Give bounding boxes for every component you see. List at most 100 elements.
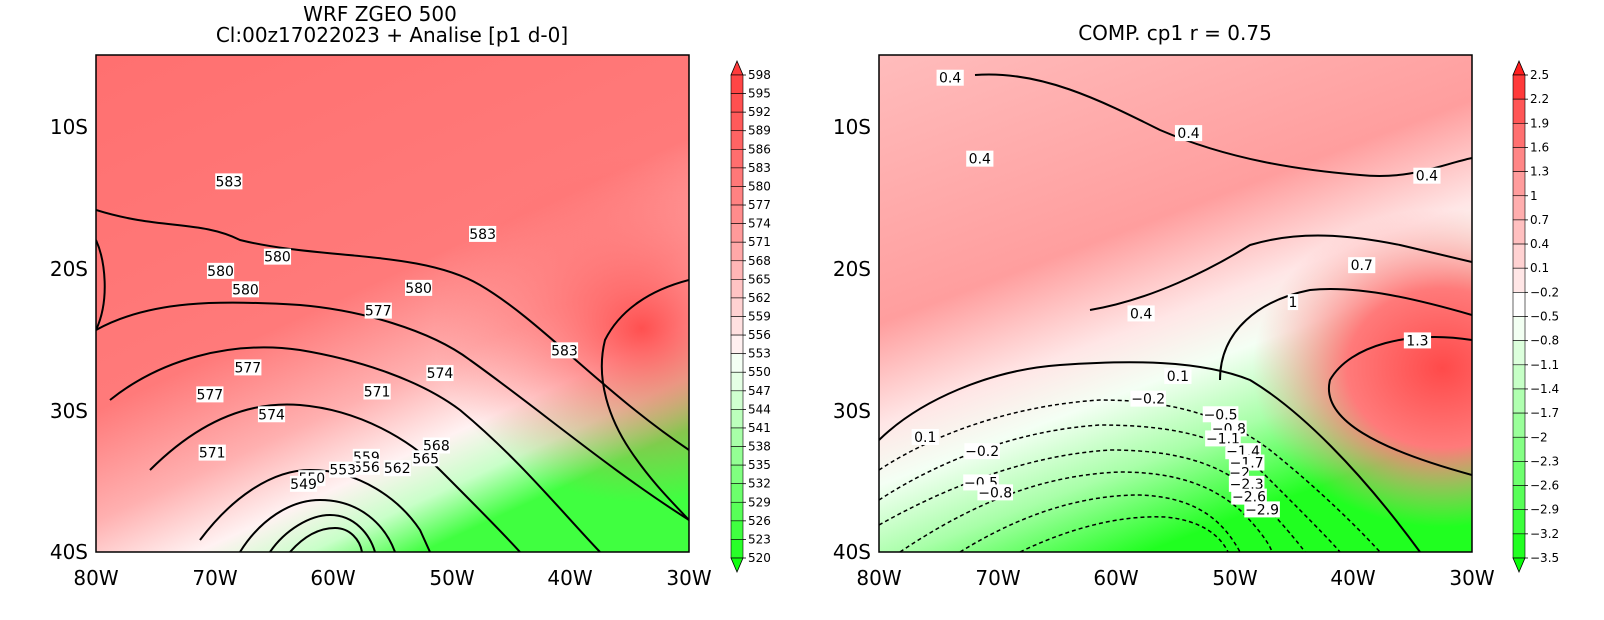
right-contour-labels: 0.40.40.40.40.40.711.30.10.1−0.2−0.2−0.5… [911,69,1441,518]
contour-label: 574 [426,365,454,382]
left-title-line1: WRF ZGEO 500 [303,2,457,26]
colorbar-tick-label: 547 [748,384,771,398]
contour-label: 580 [231,281,260,298]
colorbar-swatch [730,520,744,540]
contour-label: 577 [196,386,224,403]
contour-label-text: 553 [329,463,356,479]
colorbar-tick-label: 568 [748,254,771,268]
contour-label-bg [263,248,292,265]
contour-label-text: 562 [384,461,411,477]
colorbar-swatch [1512,171,1526,197]
colorbar-swatch [1512,485,1526,510]
colorbar-swatch [730,93,744,113]
contour-label-bg [215,173,243,190]
contour-label-bg [231,281,260,298]
colorbar-tick-label: 2.2 [1530,92,1549,106]
contour-label: 0.4 [936,69,964,87]
contour-label-text: 583 [551,343,578,359]
contour-label-text: 577 [234,360,261,376]
colorbar-bottom-arrow [730,557,744,574]
colorbar-swatch [730,241,744,262]
right-lon-tick-80w: 80W [856,566,901,590]
right-lon-tick-30w: 30W [1449,566,1494,590]
colorbar-tick-label: 589 [748,124,771,138]
contour-label-bg [352,458,381,475]
left-frame [95,54,690,553]
colorbar-swatch [1512,533,1526,559]
contour-label-text: 577 [196,387,223,403]
colorbar-tick-label: −3.5 [1530,551,1559,565]
contour-label: 574 [257,406,286,423]
contour-label: 549 [289,475,318,493]
colorbar-swatch [730,223,744,243]
left-lat-tick-20s: 20S [50,257,88,281]
right-lat-ticks: 10S 20S 30S 40S [833,115,871,564]
colorbar-swatch [1512,364,1526,390]
colorbar-tick-label: 571 [748,235,771,249]
colorbar-swatch [1512,243,1526,269]
contour-label-bg [257,406,286,423]
contour-label-text: 0.4 [969,152,991,168]
left-lat-tick-30s: 30S [50,399,88,423]
contour-label: 0.4 [1127,305,1155,322]
contour-label: 583 [469,225,497,243]
contour-label-bg [977,484,1014,501]
contour-label: 580 [206,262,235,280]
colorbar-swatch [1512,509,1526,535]
contour-label: 577 [234,359,262,376]
left-lon-tick-30w: 30W [666,566,711,590]
left-lon-tick-50w: 50W [429,566,474,590]
colorbar-top-arrow [730,59,744,76]
colorbar-tick-label: 565 [748,272,771,286]
colorbar-tick-label: 562 [748,291,771,305]
colorbar-tick-label: −2.6 [1530,479,1559,493]
colorbar-tick-label: 538 [748,440,771,454]
right-lat-tick-30s: 30S [833,399,871,423]
contour-label-bg [1127,305,1155,322]
right-colorbar: 2.5 2.2 1.9 1.6 1.3 1 0.7 0.4 0.1 −0.2 −0.5 −0.8 −1.… [1512,59,1559,574]
contour-label-bg [469,225,497,242]
contour-label-bg [383,460,411,477]
contour-label-bg [1205,430,1241,447]
colorbar-tick-label: 1 [1530,189,1538,203]
contour-label: 0.1 [1164,367,1192,385]
colorbar-tick-label: 0.1 [1530,261,1549,275]
contour-label-text: 571 [364,385,391,401]
contour-label-text: 1.3 [1406,333,1428,349]
colorbar-tick-label: 1.3 [1530,165,1549,179]
contour-label-bg [196,386,224,403]
contour-label-text: 0.4 [1177,126,1199,142]
colorbar-tick-label: 583 [748,161,771,175]
colorbar-swatch [730,334,744,354]
contour-label: 0.4 [1174,125,1203,142]
right-lon-ticks: 80W 70W 60W 50W 40W 30W [856,566,1494,590]
contour-label-bg [936,69,964,86]
contour-label: 0.4 [1413,167,1441,185]
colorbar-tick-label: −3.2 [1530,527,1559,541]
colorbar-swatch [1512,461,1526,486]
right-frame [878,54,1473,553]
contour-label-text: 580 [405,281,432,297]
contour-label-bg [1348,257,1376,274]
colorbar-swatch [1512,219,1526,245]
left-warm-anomaly [96,55,689,552]
colorbar-tick-label: 553 [748,347,771,361]
left-lat-tick-40s: 40S [50,540,88,564]
colorbar-tick-label: −1.4 [1530,382,1559,396]
colorbar-swatch [1512,436,1526,462]
colorbar-swatch [730,371,744,392]
contour-label-text: −0.5 [1204,407,1238,423]
colorbar-swatch [730,539,744,559]
contour-label-text: 571 [199,446,226,462]
left-warm-contour [96,239,689,521]
contour-label-bg [363,383,391,400]
contour-label: 0.1 [911,428,939,446]
right-lon-tick-50w: 50W [1212,566,1257,590]
colorbar-swatch [1512,292,1526,317]
colorbar-tick-label: 1.6 [1530,140,1549,154]
contour-label-text: 574 [427,366,454,382]
colorbar-tick-label: 2.5 [1530,68,1549,82]
colorbar-swatch [730,130,744,150]
right-panel: COMP. cp1 r = 0.75 80W [833,21,1559,590]
